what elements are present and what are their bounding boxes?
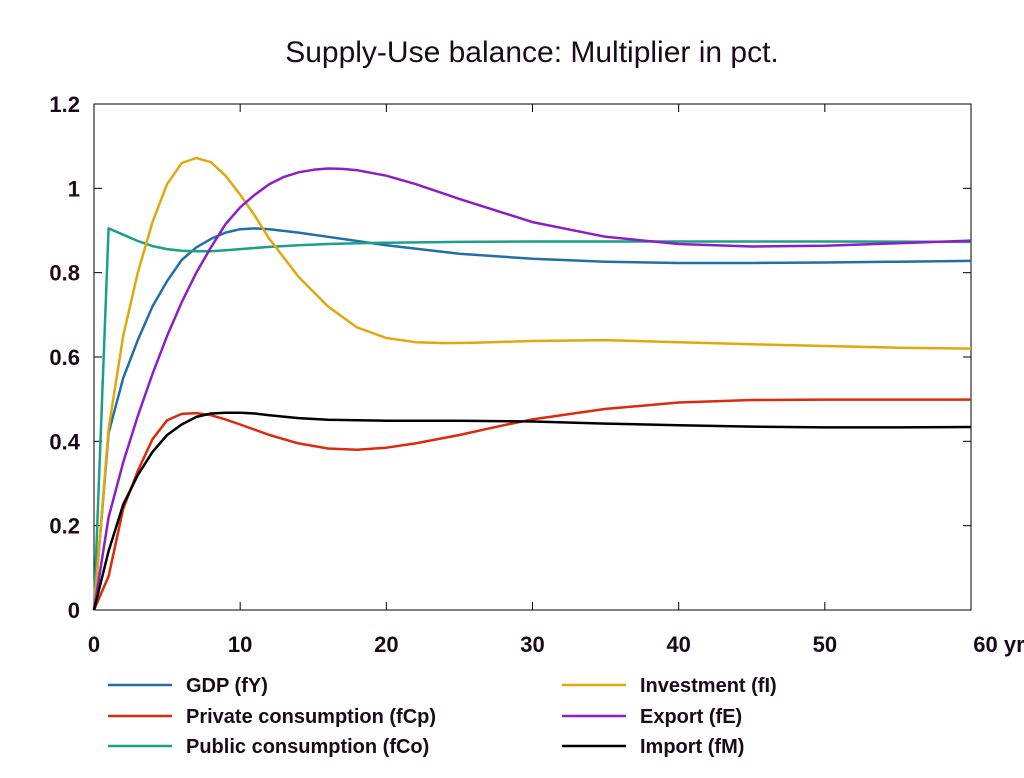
legend-label-private-consumption-fcp: Private consumption (fCp) (186, 706, 436, 728)
legend-label-gdp-fy: GDP (fY) (186, 675, 268, 697)
legend-label-export-fe: Export (fE) (640, 706, 742, 728)
y-tick-label: 0.4 (49, 429, 80, 454)
series-line-investment-fi (92, 156, 972, 611)
series-line-import-fm (92, 411, 972, 611)
legend-label-import-fm: Import (fM) (640, 736, 744, 758)
series-line-export-fe (92, 167, 972, 611)
x-tick-label: 10 (228, 632, 252, 657)
chart-title: Supply-Use balance: Multiplier in pct. (285, 36, 779, 69)
x-tick-label: 60 yr (973, 632, 1024, 657)
y-tick-label: 0.2 (49, 514, 80, 539)
x-tick-label: 40 (666, 632, 690, 657)
x-tick-label: 0 (88, 632, 100, 657)
series-lines (92, 156, 972, 611)
plot-area (93, 103, 972, 611)
y-tick-label: 1 (68, 176, 80, 201)
x-tick-label: 20 (374, 632, 398, 657)
legend-label-investment-fi: Investment (fI) (640, 675, 777, 697)
y-tick-label: 1.2 (49, 92, 80, 117)
series-line-private-consumption-fcp (92, 398, 971, 611)
x-tick-label: 50 (813, 632, 837, 657)
x-tick-label: 30 (520, 632, 544, 657)
y-tick-label: 0 (68, 598, 80, 623)
legend-label-public-consumption-fco: Public consumption (fCo) (186, 736, 429, 758)
axes: 0 0.2 0.4 0.6 0.8 1 1.2 0 10 20 30 40 50 60 yr (49, 92, 1024, 657)
series-line-gdp-fy (92, 227, 972, 611)
legend: GDP (fY) Private consumption (fCp) Public … (108, 675, 777, 758)
series-line-public-consumption-fco (92, 227, 972, 611)
y-tick-label: 0.8 (49, 261, 80, 286)
y-tick-label: 0.6 (49, 345, 80, 370)
